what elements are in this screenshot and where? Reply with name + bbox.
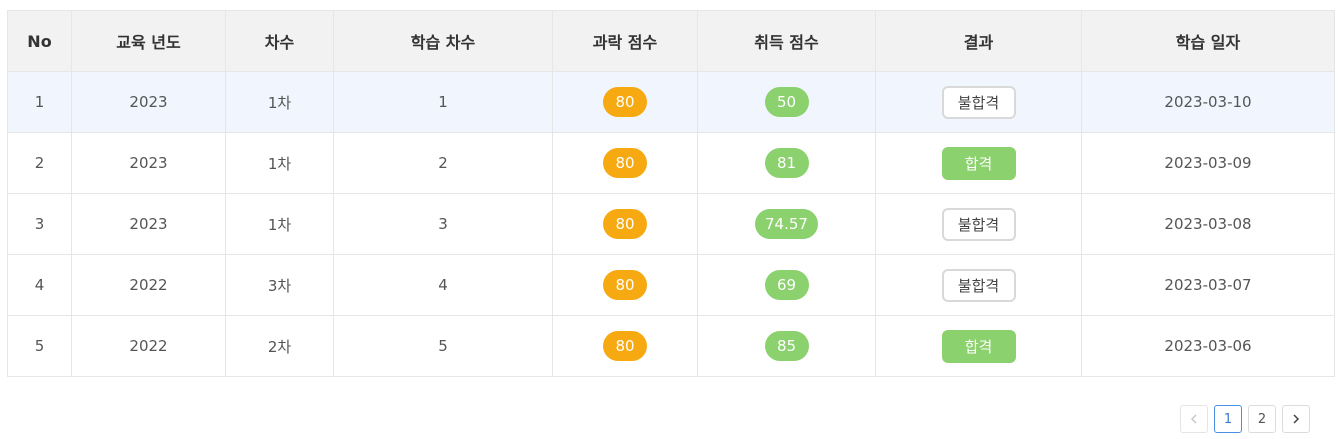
- results-table: No 교육 년도 차수 학습 차수 과락 점수 취득 점수 결과 학습 일자 1…: [7, 10, 1335, 377]
- page-button-1[interactable]: 1: [1214, 405, 1242, 433]
- chevron-left-icon: [1190, 414, 1197, 424]
- cell-edu-year: 2023: [71, 132, 226, 194]
- cell-round: 3차: [225, 254, 334, 316]
- cell-round: 1차: [225, 193, 334, 255]
- cell-study-round: 1: [333, 71, 553, 133]
- header-no[interactable]: No: [7, 10, 72, 72]
- pagination: 1 2: [1180, 405, 1310, 433]
- table-body: 1 2023 1차 1 80 50 불합격 2023-03-10 2 2023 1차 2 80 81 합격 2…: [7, 71, 1335, 377]
- earned-score-badge: 74.57: [755, 209, 818, 239]
- cell-edu-year: 2023: [71, 71, 226, 133]
- cell-study-date: 2023-03-06: [1081, 315, 1335, 377]
- cell-study-date: 2023-03-07: [1081, 254, 1335, 316]
- cell-result: 불합격: [875, 71, 1082, 133]
- table-row[interactable]: 3 2023 1차 3 80 74.57 불합격 2023-03-08: [7, 193, 1335, 255]
- result-badge: 불합격: [941, 85, 1016, 119]
- header-round[interactable]: 차수: [225, 10, 334, 72]
- cell-study-round: 3: [333, 193, 553, 255]
- cell-cutoff-score: 80: [552, 193, 698, 255]
- cell-cutoff-score: 80: [552, 71, 698, 133]
- cutoff-score-badge: 80: [603, 270, 647, 300]
- cell-study-date: 2023-03-09: [1081, 132, 1335, 194]
- cell-study-round: 5: [333, 315, 553, 377]
- header-earned-score[interactable]: 취득 점수: [697, 10, 876, 72]
- cell-cutoff-score: 80: [552, 254, 698, 316]
- cutoff-score-badge: 80: [603, 148, 647, 178]
- cell-no: 1: [7, 71, 72, 133]
- cell-study-round: 4: [333, 254, 553, 316]
- cell-study-date: 2023-03-08: [1081, 193, 1335, 255]
- cell-cutoff-score: 80: [552, 315, 698, 377]
- table-row[interactable]: 5 2022 2차 5 80 85 합격 2023-03-06: [7, 315, 1335, 377]
- cell-earned-score: 69: [697, 254, 876, 316]
- table-header: No 교육 년도 차수 학습 차수 과락 점수 취득 점수 결과 학습 일자: [7, 10, 1335, 72]
- cutoff-score-badge: 80: [603, 209, 647, 239]
- cutoff-score-badge: 80: [603, 331, 647, 361]
- cell-earned-score: 74.57: [697, 193, 876, 255]
- table-row[interactable]: 4 2022 3차 4 80 69 불합격 2023-03-07: [7, 254, 1335, 316]
- cell-study-round: 2: [333, 132, 553, 194]
- cell-no: 5: [7, 315, 72, 377]
- result-badge: 불합격: [941, 268, 1016, 302]
- result-badge: 합격: [941, 329, 1016, 363]
- cell-result: 불합격: [875, 254, 1082, 316]
- prev-page-button[interactable]: [1180, 405, 1208, 433]
- cutoff-score-badge: 80: [603, 87, 647, 117]
- cell-no: 4: [7, 254, 72, 316]
- cell-round: 2차: [225, 315, 334, 377]
- cell-round: 1차: [225, 71, 334, 133]
- header-edu-year[interactable]: 교육 년도: [71, 10, 226, 72]
- cell-cutoff-score: 80: [552, 132, 698, 194]
- cell-edu-year: 2022: [71, 254, 226, 316]
- page-button-2[interactable]: 2: [1248, 405, 1276, 433]
- result-badge: 합격: [941, 146, 1016, 180]
- chevron-right-icon: [1293, 414, 1300, 424]
- earned-score-badge: 81: [764, 148, 809, 178]
- earned-score-badge: 50: [764, 87, 809, 117]
- header-study-round[interactable]: 학습 차수: [333, 10, 553, 72]
- table-row[interactable]: 1 2023 1차 1 80 50 불합격 2023-03-10: [7, 71, 1335, 133]
- cell-result: 불합격: [875, 193, 1082, 255]
- table-row[interactable]: 2 2023 1차 2 80 81 합격 2023-03-09: [7, 132, 1335, 194]
- cell-round: 1차: [225, 132, 334, 194]
- earned-score-badge: 69: [764, 270, 809, 300]
- header-cutoff-score[interactable]: 과락 점수: [552, 10, 698, 72]
- next-page-button[interactable]: [1282, 405, 1310, 433]
- cell-earned-score: 85: [697, 315, 876, 377]
- cell-earned-score: 81: [697, 132, 876, 194]
- cell-no: 2: [7, 132, 72, 194]
- cell-result: 합격: [875, 132, 1082, 194]
- result-badge: 불합격: [941, 207, 1016, 241]
- cell-result: 합격: [875, 315, 1082, 377]
- cell-edu-year: 2023: [71, 193, 226, 255]
- header-study-date[interactable]: 학습 일자: [1081, 10, 1335, 72]
- cell-edu-year: 2022: [71, 315, 226, 377]
- cell-no: 3: [7, 193, 72, 255]
- cell-earned-score: 50: [697, 71, 876, 133]
- cell-study-date: 2023-03-10: [1081, 71, 1335, 133]
- earned-score-badge: 85: [764, 331, 809, 361]
- header-result[interactable]: 결과: [875, 10, 1082, 72]
